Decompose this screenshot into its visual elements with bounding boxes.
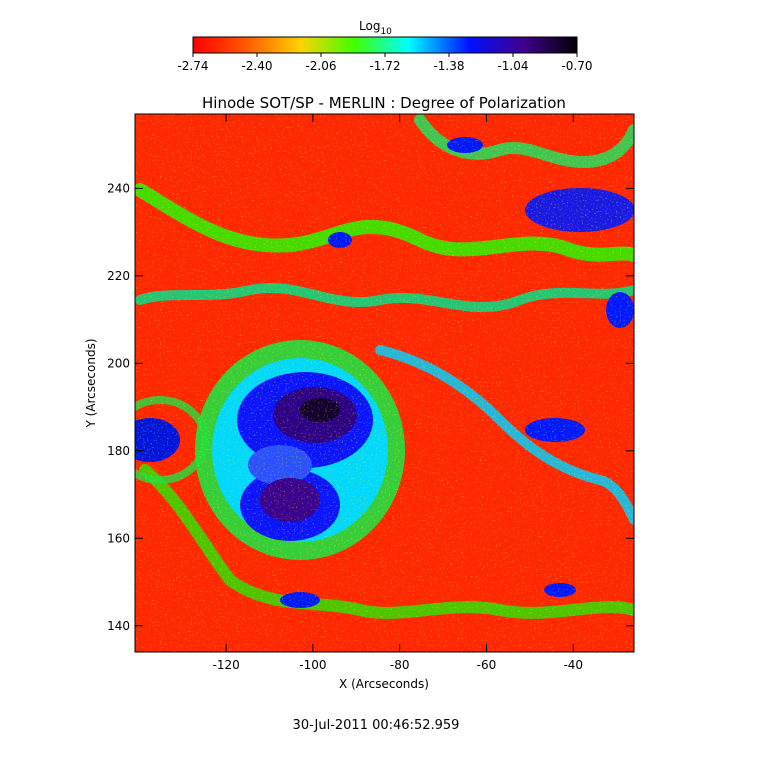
colorbar-gradient	[192, 36, 578, 54]
y-tick-label: 240	[107, 181, 130, 195]
colorbar-tick-label: -0.70	[561, 59, 592, 73]
y-tick-label: 220	[107, 269, 130, 283]
colorbar-tick-label: -1.72	[369, 59, 400, 73]
y-tick-label: 140	[107, 619, 130, 633]
timestamp: 30-Jul-2011 00:46:52.959	[293, 718, 460, 733]
y-axis-label: Y (Arcseconds)	[84, 338, 98, 428]
colorbar-tick-label: -1.04	[497, 59, 528, 73]
colorbar: Log10 -2.74 -2.40 -2.06 -1.72 -1.38 -1.04 -0.7…	[177, 19, 592, 73]
x-tick-label: -60	[477, 658, 497, 672]
plot-title: Hinode SOT/SP - MERLIN : Degree of Polar…	[202, 94, 566, 112]
colorbar-tick-label: -2.40	[241, 59, 272, 73]
plot-frame	[134, 113, 635, 653]
x-tick-label: -120	[213, 658, 240, 672]
colorbar-tick-label: -2.06	[305, 59, 336, 73]
y-tick-label: 160	[107, 531, 130, 545]
y-tick-label: 180	[107, 444, 130, 458]
x-tick-label: -40	[563, 658, 583, 672]
colorbar-tick-label: -1.38	[433, 59, 464, 73]
colorbar-ticks: -2.74 -2.40 -2.06 -1.72 -1.38 -1.04 -0.70	[177, 53, 593, 73]
polarization-map	[135, 114, 634, 652]
y-axis: 140 160 180 200 220 240	[107, 181, 634, 633]
x-tick-label: -80	[390, 658, 410, 672]
colorbar-tick-label: -2.74	[177, 59, 208, 73]
x-tick-label: -100	[299, 658, 326, 672]
x-axis-label: X (Arcseconds)	[339, 677, 429, 691]
x-axis: -120 -100 -80 -60 -40	[213, 114, 583, 672]
map-features	[135, 114, 634, 652]
y-tick-label: 200	[107, 356, 130, 370]
colorbar-label: Log10	[359, 19, 392, 37]
